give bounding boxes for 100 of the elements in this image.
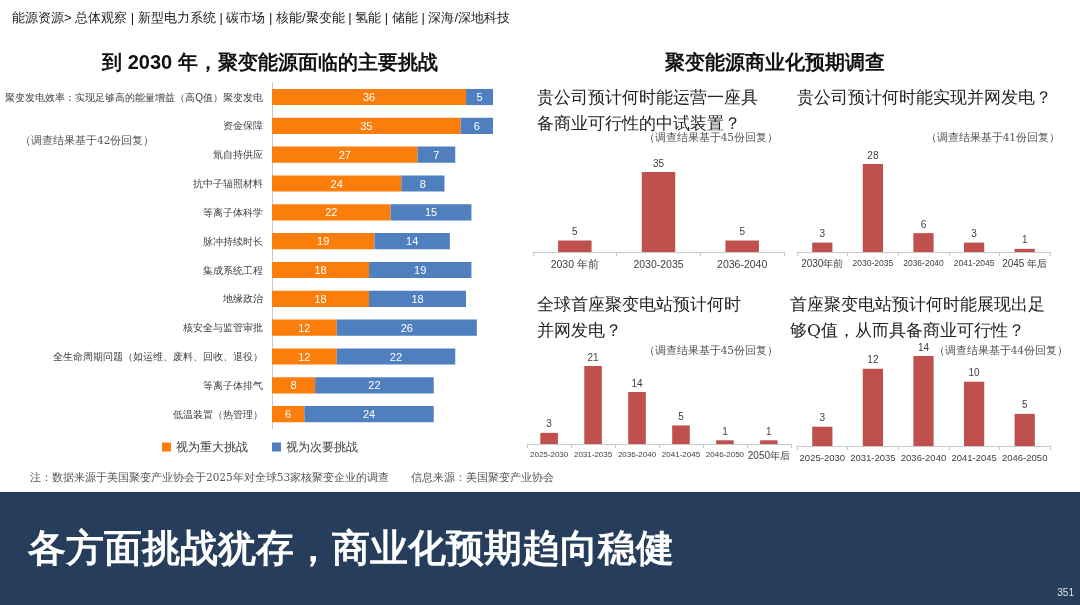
data-label: 36	[362, 91, 376, 104]
bar	[628, 392, 646, 444]
data-label: 3	[546, 418, 553, 430]
bar	[369, 290, 467, 307]
x-tick-label: 2036-2040	[903, 257, 945, 268]
bar	[272, 261, 370, 279]
bar	[862, 368, 884, 446]
data-label: 5	[1021, 399, 1028, 411]
data-label: 18	[314, 292, 327, 305]
data-label: 3	[819, 412, 826, 424]
data-label: 24	[362, 408, 376, 421]
chart-title: 到 2030 年，聚变能源面临的主要挑战	[101, 50, 439, 75]
bar	[963, 381, 985, 446]
data-label: 18	[314, 264, 327, 277]
y-tick-label: 脉冲持续时长	[203, 235, 263, 247]
data-label: 14	[406, 235, 419, 248]
x-tick-label: 2036-2040	[617, 449, 657, 459]
bar	[272, 406, 305, 423]
bar	[1014, 248, 1035, 252]
x-tick-label: 2025-2030	[799, 451, 846, 463]
bar	[272, 377, 316, 394]
bar	[540, 432, 558, 444]
bar	[913, 356, 934, 446]
bar	[336, 319, 477, 336]
bar	[417, 146, 456, 163]
chart-title: 首座聚变电站预计何时能展现出足够Q值，从而具备商业可行性？	[790, 293, 1046, 342]
data-label: 1	[766, 425, 773, 437]
bar	[913, 233, 934, 252]
data-label: 22	[389, 350, 403, 363]
bar	[374, 233, 450, 250]
data-label: 10	[968, 367, 981, 379]
bar	[1014, 413, 1035, 446]
x-tick-label: 2046-2050	[1001, 451, 1048, 463]
data-label: 14	[917, 341, 930, 353]
data-label: 1	[722, 425, 729, 437]
chart-title: 贵公司预计何时能运营一座具备商业可行性的中试装置？	[537, 86, 758, 133]
y-tick-label: 集成系统工程	[203, 264, 263, 276]
data-label: 6	[920, 218, 927, 230]
data-label: 8	[290, 379, 297, 392]
bar	[963, 242, 985, 252]
chart-title: 贵公司预计何时能实现并网发电？	[797, 86, 1053, 109]
bar	[401, 175, 445, 192]
data-label: 1	[1021, 234, 1028, 246]
x-tick-label: 2041-2045	[661, 449, 701, 459]
legend-label: 视为次要挑战	[286, 440, 358, 454]
x-tick-label: 2030年前	[801, 257, 844, 269]
y-tick-label: 低温装置（热管理）	[173, 408, 263, 420]
data-label: 6	[285, 408, 292, 421]
bar	[812, 242, 833, 252]
data-label: 12	[867, 354, 879, 366]
bar	[760, 440, 778, 444]
x-tick-label: 2050年后	[747, 449, 791, 461]
text: 聚变能源商业化预期调查	[664, 50, 886, 75]
bar	[272, 204, 391, 221]
x-tick-label: 2036-2040	[900, 451, 947, 463]
bar	[304, 406, 434, 423]
data-label: 22	[368, 379, 381, 392]
annotation: （调查结果基于44份回复）	[933, 343, 1068, 357]
data-label: 19	[414, 264, 427, 277]
data-label: 5	[678, 410, 685, 422]
y-tick-label: 抗中子辐照材料	[193, 178, 263, 190]
legend-label: 视为重大挑战	[176, 440, 248, 454]
y-tick-label: 地缘政治	[222, 293, 263, 305]
data-label: 12	[298, 350, 311, 363]
y-tick-label: 资金保障	[223, 120, 263, 132]
data-label: 24	[330, 177, 343, 190]
data-label: 14	[631, 377, 644, 389]
text: 注：数据来源于美国聚变产业协会于2025年对全球53家核聚变企业的调查 信息来源：美国聚变产业协会	[30, 470, 555, 484]
y-tick-label: 核安全与监管审批	[182, 322, 263, 334]
text: 各方面挑战犹存，商业化预期趋向稳健	[28, 526, 674, 571]
text: （调查结果基于41份回复）	[925, 130, 1060, 144]
x-tick-label: 2025-2030	[529, 449, 569, 459]
x-tick-label: 2036-2040	[717, 257, 768, 270]
x-tick-label: 2030-2035	[852, 257, 894, 268]
bar	[272, 146, 418, 163]
y-tick-label: 氚自持供应	[213, 149, 263, 161]
data-label: 15	[424, 206, 438, 219]
text: 能源资源> 总体观察 | 新型电力系统 | 碳市场 | 核能/聚变能 | 氢能 | 储能 | 深海/深地科技	[12, 9, 511, 27]
bar	[466, 88, 493, 106]
data-label: 18	[411, 292, 424, 305]
data-label: 3	[819, 228, 826, 240]
data-label: 5	[739, 226, 746, 238]
data-label: 27	[338, 148, 351, 161]
x-tick-label: 2031-2035	[573, 449, 613, 459]
text: （调查结果基于45份回复）	[643, 131, 778, 144]
x-tick-label: 2031-2035	[850, 451, 896, 463]
x-tick-label: 2046-2050	[705, 449, 745, 459]
data-label: 22	[325, 206, 338, 219]
bar	[862, 164, 884, 252]
data-label: 3	[971, 228, 978, 240]
bar	[716, 440, 734, 444]
x-tick-label: 2030 年前	[550, 257, 599, 270]
x-tick-label: 2041-2045	[953, 257, 995, 268]
x-tick-label: 2045 年后	[1002, 257, 1048, 269]
bar	[272, 175, 402, 192]
bar	[272, 348, 337, 365]
chart-title: 全球首座聚变电站预计何时并网发电？	[537, 293, 742, 342]
text: （调查结果基于45份回复）	[643, 343, 778, 357]
data-label: 35	[652, 157, 665, 169]
bar	[315, 377, 434, 394]
